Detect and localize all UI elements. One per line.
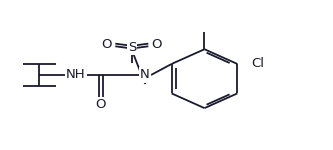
Text: O: O	[152, 38, 162, 51]
Text: S: S	[128, 40, 136, 54]
Text: N: N	[140, 69, 150, 81]
Text: O: O	[102, 38, 112, 51]
Text: NH: NH	[66, 69, 86, 81]
Text: O: O	[96, 98, 106, 111]
Text: Cl: Cl	[251, 57, 264, 70]
